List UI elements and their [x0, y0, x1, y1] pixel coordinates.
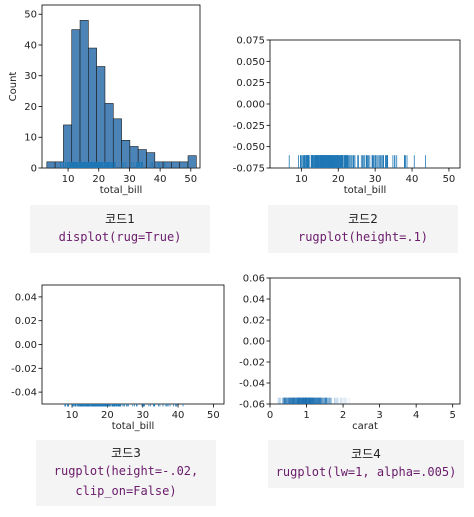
- panel3-ytick-label: -0.04: [11, 388, 37, 399]
- histogram-bar: [179, 161, 189, 169]
- panel4-xtick-label: 4: [413, 410, 419, 421]
- panel4-xlabel: carat: [352, 421, 378, 432]
- histogram-bar: [71, 29, 81, 169]
- panel2-xtick-label: 20: [332, 174, 345, 185]
- panel1-ytick-label: 50: [24, 10, 37, 21]
- caption-3-code-line2: clip_on=False): [75, 484, 177, 498]
- panel2-frame: [269, 39, 461, 169]
- panel1-ylabel: Count: [8, 72, 19, 102]
- histogram-bar: [54, 161, 64, 169]
- caption-3-code-line1: rugplot(height=-.02,: [53, 464, 199, 478]
- caption-1-title: 코드1: [105, 212, 135, 226]
- panel3-xlabel: total_bill: [112, 421, 155, 432]
- panel3-ytick-label: 0.04: [15, 292, 37, 303]
- histogram-bar: [96, 66, 106, 169]
- panel1-xtick-label: 50: [184, 174, 197, 185]
- panel4-xtick-label: 0: [267, 410, 273, 421]
- panel2-ytick-label: 0.025: [236, 78, 265, 89]
- panel1-ytick-label: 40: [24, 40, 37, 51]
- caption-4-title: 코드4: [351, 447, 381, 461]
- panel3-ytick-label: -0.02: [11, 364, 37, 375]
- caption-2-title: 코드2: [348, 212, 378, 226]
- caption-1-code: displot(rug=True): [58, 230, 182, 244]
- histogram-bar: [162, 161, 172, 169]
- panel2-xlabel: total_bill: [344, 185, 387, 196]
- panel2-ytick-label: 0.075: [236, 36, 265, 47]
- panel1-xtick-label: 40: [154, 174, 167, 185]
- panel2-ytick-label: -0.075: [233, 164, 265, 175]
- panel4-ytick-label: -0.04: [239, 379, 265, 390]
- panel1-xtick-label: 30: [123, 174, 136, 185]
- panel3-xtick-label: 20: [101, 410, 114, 421]
- panel1-xlabel: total_bill: [100, 185, 143, 196]
- panel1-ytick-label: 30: [24, 71, 37, 82]
- caption-3-title: 코드3: [111, 446, 141, 460]
- panel2-ytick-label: -0.025: [233, 121, 265, 132]
- histogram-bar: [187, 155, 197, 169]
- panel3-xtick-label: 10: [66, 410, 79, 421]
- panel2-xtick-label: 40: [406, 174, 419, 185]
- histogram-bar: [46, 161, 56, 169]
- panel2-xtick-label: 50: [443, 174, 456, 185]
- panel2-ytick-label: 0.000: [236, 100, 265, 111]
- panel2-ytick-label: 0.050: [236, 57, 265, 68]
- panel4-xtick-label: 1: [303, 410, 309, 421]
- panel1-ytick-label: 0: [31, 164, 37, 175]
- panel1-ytick-label: 10: [24, 133, 37, 144]
- histogram-bar: [79, 20, 89, 169]
- panel3-xtick-label: 50: [207, 410, 220, 421]
- panel2-xtick-label: 10: [295, 174, 308, 185]
- histogram-bar: [88, 47, 97, 169]
- panel3-xtick-label: 30: [136, 410, 149, 421]
- panel4-xtick-label: 2: [340, 410, 346, 421]
- panel4-ytick-label: 0.04: [243, 295, 265, 306]
- caption-4: 코드4 rugplot(lw=1, alpha=.005): [268, 440, 464, 488]
- panel4-ytick-label: 0.00: [243, 337, 265, 348]
- panel4-frame: [269, 277, 461, 405]
- caption-3: 코드3 rugplot(height=-.02, clip_on=False): [36, 440, 216, 506]
- panel1-ytick-label: 20: [24, 102, 37, 113]
- panel1-xtick-label: 10: [62, 174, 75, 185]
- panel4-ytick-label: 0.02: [243, 316, 265, 327]
- caption-1: 코드1 displot(rug=True): [30, 205, 210, 253]
- panel4-ytick-label: -0.02: [239, 358, 265, 369]
- histogram-bar: [63, 124, 73, 169]
- panel2-xtick-label: 30: [369, 174, 382, 185]
- caption-4-code: rugplot(lw=1, alpha=.005): [275, 465, 457, 479]
- caption-2: 코드2 rugplot(height=.1): [268, 205, 458, 253]
- caption-2-code: rugplot(height=.1): [297, 230, 429, 244]
- histogram-bar: [171, 161, 181, 169]
- panel4-ytick-label: -0.06: [239, 400, 265, 411]
- panel3-ytick-label: 0.00: [15, 340, 37, 351]
- histogram-bar: [104, 103, 114, 169]
- panel3-ytick-label: 0.02: [15, 316, 37, 327]
- panel3-xtick-label: 40: [172, 410, 185, 421]
- histogram-bar: [112, 118, 122, 169]
- panel4-xtick-label: 3: [376, 410, 382, 421]
- panel1-xtick-label: 20: [92, 174, 105, 185]
- panel4-xtick-label: 5: [450, 410, 456, 421]
- panel2-ytick-label: -0.050: [233, 142, 265, 153]
- panel4-ytick-label: 0.06: [243, 274, 265, 285]
- panel3-frame: [41, 284, 225, 405]
